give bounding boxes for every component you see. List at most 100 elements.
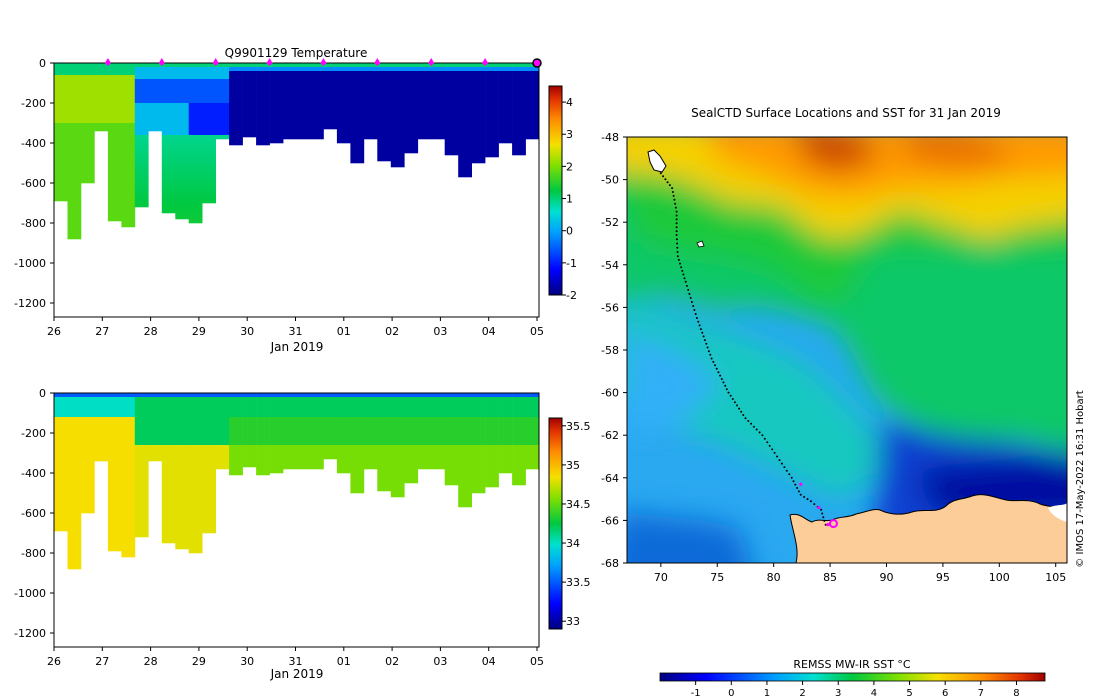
- heatmap-cell: [242, 111, 257, 116]
- track-point: [674, 202, 677, 205]
- heatmap-cell: [404, 119, 419, 124]
- heatmap-cell: [431, 103, 445, 108]
- heatmap-cell: [377, 413, 392, 418]
- lat-tick-label: -56: [601, 301, 619, 314]
- heatmap-cell: [121, 505, 136, 510]
- heatmap-cell: [485, 461, 499, 466]
- heatmap-cell: [242, 461, 257, 466]
- track-point: [724, 384, 727, 387]
- heatmap-cell: [417, 453, 432, 458]
- heatmap-cell: [444, 115, 459, 120]
- heatmap-cell: [417, 75, 432, 80]
- heatmap-cell: [525, 441, 540, 446]
- heatmap-cell: [498, 433, 513, 438]
- heatmap-cell: [431, 437, 445, 442]
- heatmap-cell: [134, 199, 149, 204]
- heatmap-cell: [431, 71, 445, 76]
- heatmap-cell: [323, 429, 338, 434]
- heatmap-cell: [175, 505, 190, 510]
- heatmap-cell: [175, 195, 190, 200]
- heatmap-cell: [283, 405, 297, 410]
- heatmap-cell: [310, 71, 324, 76]
- heatmap-cell: [458, 175, 472, 178]
- heatmap-cell: [269, 79, 284, 84]
- heatmap-cell: [202, 505, 216, 510]
- heatmap-cell: [80, 425, 95, 430]
- heatmap-cell: [94, 401, 109, 406]
- heatmap-cell: [215, 71, 230, 76]
- heatmap-cell: [54, 167, 68, 172]
- heatmap-cell: [121, 91, 136, 96]
- heatmap-cell: [431, 465, 445, 470]
- heatmap-cell: [202, 525, 216, 530]
- heatmap-cell: [242, 413, 257, 418]
- heatmap-cell: [175, 457, 190, 462]
- heatmap-cell: [215, 107, 230, 112]
- heatmap-cell: [94, 429, 109, 434]
- heatmap-cell: [148, 405, 163, 410]
- track-point: [729, 394, 732, 397]
- heatmap-cell: [161, 91, 176, 96]
- heatmap-cell: [94, 91, 109, 96]
- heatmap-cell: [256, 123, 270, 128]
- heatmap-cell: [175, 393, 190, 398]
- heatmap-cell: [350, 485, 365, 490]
- heatmap-cell: [215, 453, 230, 458]
- heatmap-cell: [202, 75, 216, 80]
- heatmap-cell: [121, 95, 136, 100]
- heatmap-cell: [202, 115, 216, 120]
- track-point: [785, 469, 788, 472]
- heatmap-cell: [134, 187, 149, 192]
- heatmap-cell: [283, 401, 297, 406]
- heatmap-cell: [202, 167, 216, 172]
- heatmap-cell: [67, 421, 82, 426]
- x-tick-label: 01: [337, 655, 351, 668]
- heatmap-cell: [121, 521, 136, 526]
- heatmap-cell: [525, 131, 540, 136]
- heatmap-cell: [229, 79, 243, 84]
- heatmap-cell: [336, 449, 351, 454]
- heatmap-cell: [54, 465, 68, 470]
- heatmap-cell: [431, 425, 445, 430]
- heatmap-cell: [363, 87, 378, 92]
- heatmap-cell: [134, 473, 149, 478]
- temperature-x-axis: 26 27 28 29 30 31 01 02 03 04 05: [47, 317, 544, 338]
- heatmap-cell: [417, 63, 432, 68]
- heatmap-cell: [229, 107, 243, 112]
- heatmap-cell: [148, 123, 163, 128]
- track-point: [680, 266, 683, 269]
- heatmap-cell: [188, 405, 203, 410]
- heatmap-cell: [175, 91, 190, 96]
- heatmap-cell: [458, 83, 472, 88]
- heatmap-cell: [229, 119, 243, 124]
- heatmap-cell: [444, 103, 459, 108]
- heatmap-cell: [215, 99, 230, 104]
- heatmap-cell: [296, 91, 311, 96]
- heatmap-cell: [107, 517, 122, 522]
- heatmap-cell: [242, 63, 257, 68]
- heatmap-cell: [54, 159, 68, 164]
- heatmap-cell: [202, 513, 216, 518]
- x-tick-label: 05: [530, 325, 544, 338]
- sst-map-latitude-axis: -48-50-52-54-56-58-60-62-64-66-68: [601, 131, 627, 570]
- heatmap-cell: [161, 111, 176, 116]
- heatmap-cell: [121, 211, 136, 216]
- track-point: [692, 305, 695, 307]
- heatmap-cell: [188, 147, 203, 152]
- heatmap-cell: [54, 163, 68, 168]
- heatmap-cell: [296, 453, 311, 458]
- heatmap-cell: [363, 401, 378, 406]
- heatmap-cell: [471, 107, 486, 112]
- heatmap-cell: [54, 155, 68, 160]
- heatmap-cell: [161, 473, 176, 478]
- heatmap-cell: [54, 485, 68, 490]
- heatmap-cell: [161, 517, 176, 522]
- track-point: [671, 191, 674, 193]
- heatmap-cell: [94, 107, 109, 112]
- heatmap-cell: [269, 123, 284, 128]
- heatmap-cell: [471, 465, 486, 470]
- heatmap-cell: [485, 155, 499, 158]
- heatmap-cell: [67, 131, 82, 136]
- heatmap-cell: [471, 397, 486, 402]
- heatmap-cell: [202, 445, 216, 450]
